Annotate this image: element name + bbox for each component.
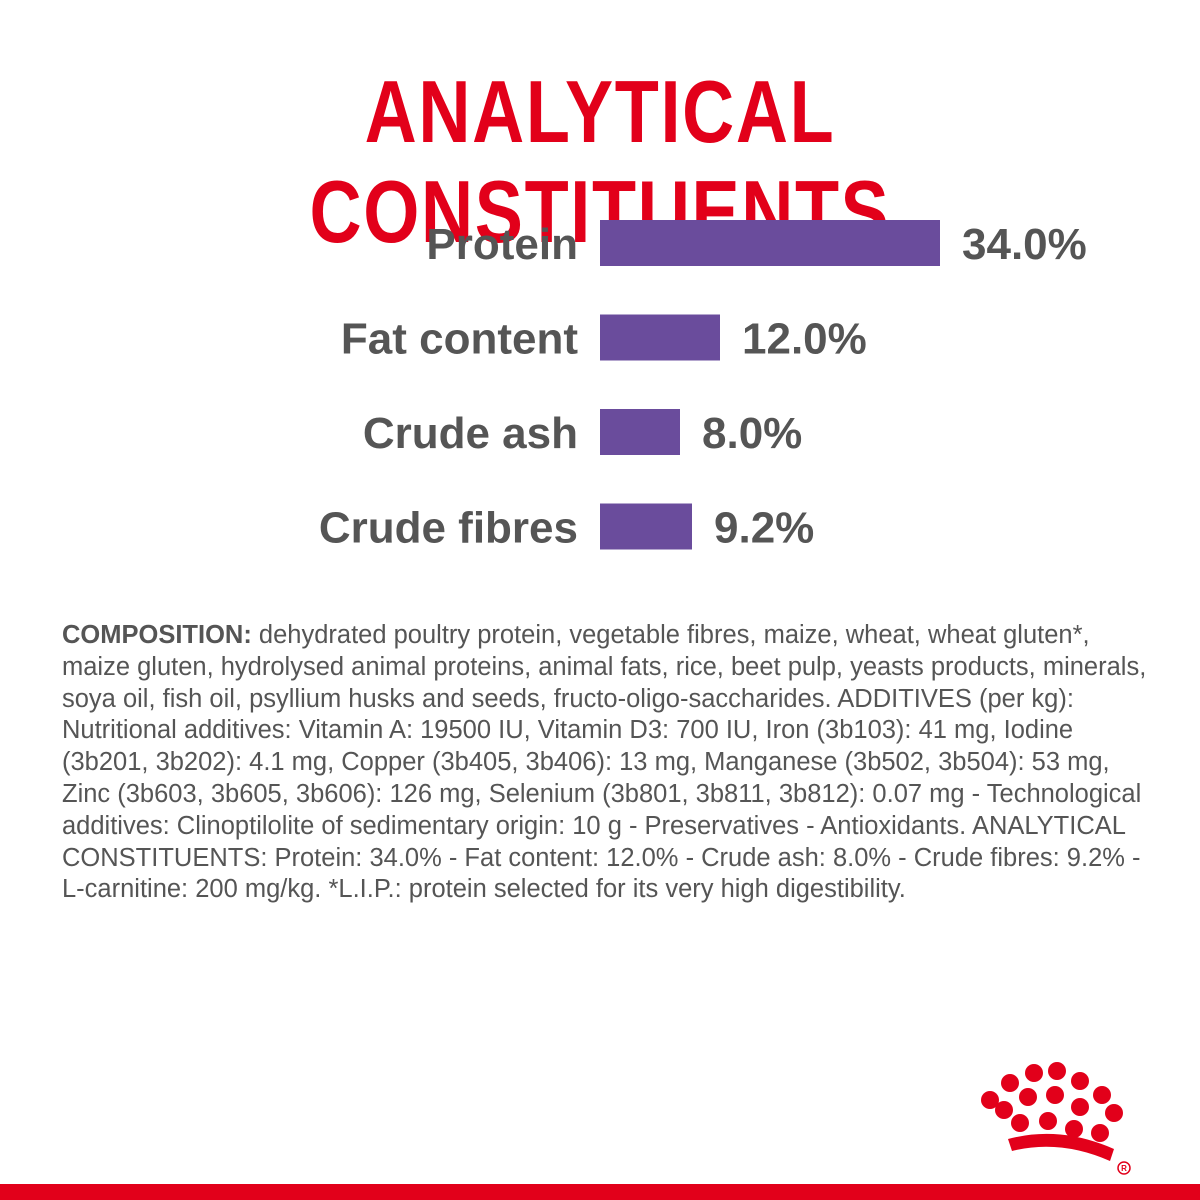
value-label: 9.2% <box>714 504 814 553</box>
value-label: 12.0% <box>742 315 867 364</box>
bar-label: Crude ash <box>363 409 578 458</box>
bar <box>600 314 720 361</box>
composition-text: COMPOSITION: dehydrated poultry protein,… <box>62 620 1152 906</box>
registered-mark: R <box>1117 1161 1131 1175</box>
value-label: 34.0% <box>962 220 1087 269</box>
bar <box>600 409 680 455</box>
value-label: 8.0% <box>702 409 802 458</box>
composition-body: dehydrated poultry protein, vegetable fi… <box>62 621 1147 904</box>
bar-label: Fat content <box>341 315 578 364</box>
bar <box>600 220 940 266</box>
svg-text:R: R <box>1121 1164 1127 1173</box>
bar-chart: Protein 34.0% Fat content 12.0% Crude ash 8.0… <box>319 220 1087 553</box>
composition-heading: COMPOSITION: <box>62 621 252 649</box>
bar-label: Protein <box>426 220 578 269</box>
page-title: ANALYTICAL CONSTITUENTS <box>309 62 891 261</box>
bar-label: Crude fibres <box>319 504 578 553</box>
crown-icon: R <box>981 1062 1131 1175</box>
bottom-brand-band <box>0 1184 1200 1200</box>
bar <box>600 503 692 550</box>
